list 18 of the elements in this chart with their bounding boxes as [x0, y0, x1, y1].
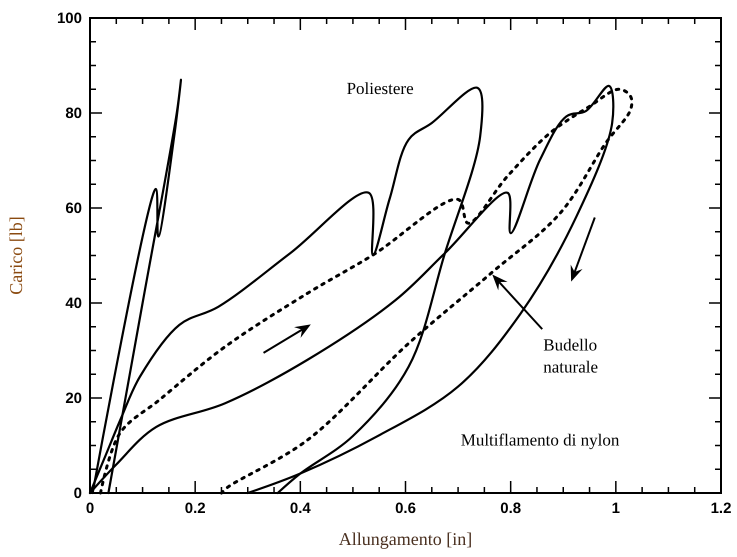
text: Budello naturale [543, 336, 598, 376]
y-tick-label: 80 [65, 105, 82, 122]
x-axis-title: Allungamento [in] [338, 529, 472, 549]
x-tick-label: 0 [86, 500, 94, 517]
x-tick-label: 0.8 [500, 500, 522, 517]
series-label: Poliestere [346, 79, 414, 98]
x-tick-label: 1.2 [710, 500, 732, 517]
y-tick-label: 20 [65, 390, 82, 407]
y-tick-label: 100 [56, 10, 82, 27]
text: Multiflamento di nylon [460, 430, 620, 450]
x-tick-label: 0.6 [395, 500, 416, 517]
x-tick-label: 0.2 [184, 500, 206, 517]
x-tick-label: 0.4 [290, 500, 312, 517]
y-tick-label: 60 [65, 200, 82, 217]
y-axis-title: Carico [lb] [6, 216, 26, 295]
y-tick-label: 0 [74, 485, 82, 502]
x-tick-label: 1 [612, 500, 620, 517]
y-tick-label: 40 [65, 295, 82, 312]
